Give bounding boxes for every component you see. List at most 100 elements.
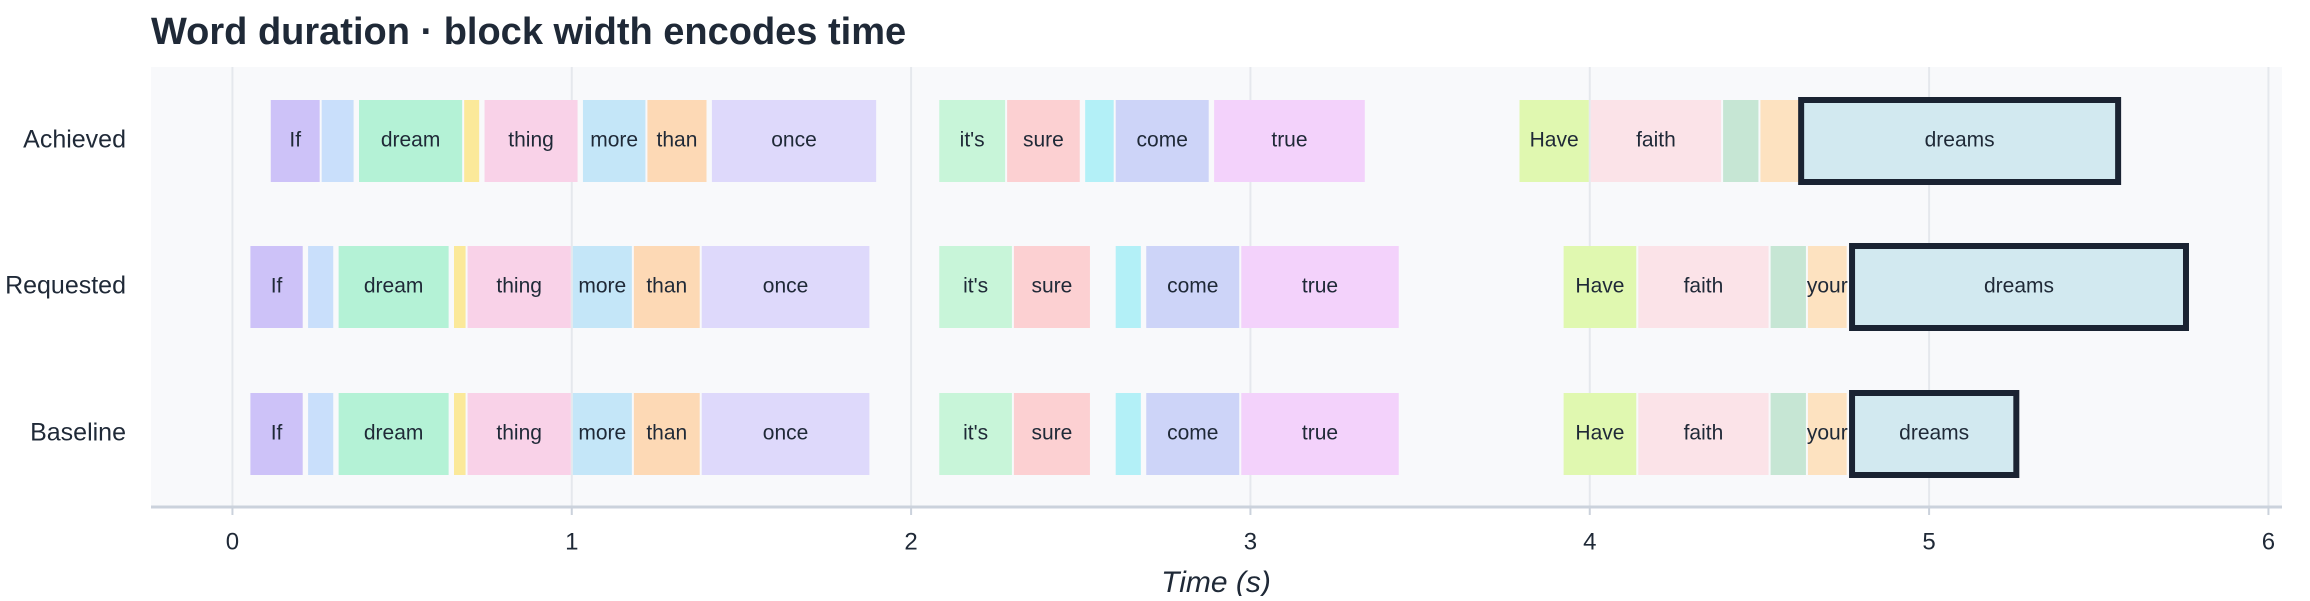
word-label: faith [1636,129,1676,152]
word-label: than [646,422,687,445]
word-label: If [271,275,283,298]
word-label: once [763,275,809,298]
word-block [1770,393,1806,475]
word-label: Have [1575,422,1624,445]
word-label: more [590,129,638,152]
word-block [1146,393,1240,475]
word-block [1807,393,1847,475]
word-block [1798,97,2122,185]
word-block [1013,393,1090,475]
x-tick-label: 5 [1922,528,1935,555]
word-block [250,393,303,475]
word-label: more [578,275,626,298]
word-block [1085,100,1114,182]
word-block [647,100,707,182]
word-block [467,393,571,475]
word-block [270,100,320,182]
row-label: Requested [5,272,126,300]
word-label: true [1271,129,1307,152]
word-block [338,246,449,328]
word-label: sure [1031,275,1072,298]
word-block [308,393,334,475]
word-block [1723,100,1759,182]
word-label: If [289,129,301,152]
word-label: thing [496,275,542,298]
word-label: faith [1684,422,1724,445]
word-block [701,393,870,475]
word-label: dreams [1899,422,1969,445]
word-block [1563,393,1637,475]
word-label: thing [496,422,542,445]
x-tick-label: 0 [226,528,239,555]
word-block [358,100,463,182]
word-block [454,246,466,328]
word-block [1849,243,2189,331]
word-block [467,246,571,328]
x-tick-label: 3 [1244,528,1257,555]
x-tick-label: 6 [2262,528,2275,555]
word-block [250,246,303,328]
word-block [701,246,870,328]
word-label: once [763,422,809,445]
word-block [1115,393,1141,475]
word-block [1770,246,1806,328]
x-tick-label: 2 [904,528,917,555]
word-label: it's [960,129,985,152]
word-label: your [1807,422,1848,445]
word-label: Have [1530,129,1579,152]
word-label: true [1302,422,1338,445]
word-block [1638,246,1769,328]
x-axis-label: Time (s) [1161,566,1271,596]
word-block [1638,393,1769,475]
word-block [1590,100,1722,182]
word-label: your [1807,275,1848,298]
word-block [484,100,578,182]
word-block [454,393,466,475]
word-block [633,393,700,475]
x-tick-label: 4 [1583,528,1596,555]
word-label: once [771,129,817,152]
word-label: dream [364,275,424,298]
word-block [711,100,877,182]
word-label: faith [1684,275,1724,298]
word-label: If [271,422,283,445]
word-label: dreams [1984,275,2054,298]
word-block [308,246,334,328]
word-block [939,100,1006,182]
word-block [939,393,1012,475]
blocks: Achieved If dream thing more than once it's sure… [5,97,2189,478]
word-label: come [1167,275,1218,298]
x-tick-label: 1 [565,528,578,555]
word-block [464,100,480,182]
chart-title: Word duration · block width encodes time [151,11,906,53]
word-block [1214,100,1365,182]
word-block [1849,390,2020,478]
word-block [1563,246,1637,328]
word-block [572,393,632,475]
word-block [1146,246,1240,328]
word-block [939,246,1012,328]
word-label: more [578,422,626,445]
word-block [1013,246,1090,328]
word-block [582,100,646,182]
word-label: come [1167,422,1218,445]
word-block [1115,100,1209,182]
word-block [1241,246,1399,328]
word-label: it's [963,422,988,445]
word-label: dreams [1925,129,1995,152]
word-block [1007,100,1080,182]
word-block [1760,100,1800,182]
word-label: than [646,275,687,298]
row-label: Achieved [23,126,126,154]
word-label: Have [1575,275,1624,298]
word-label: than [657,129,698,152]
word-label: come [1137,129,1188,152]
word-block [633,246,700,328]
word-block [1519,100,1589,182]
word-block [1115,246,1141,328]
word-block [572,246,632,328]
word-label: sure [1023,129,1064,152]
word-label: sure [1031,422,1072,445]
